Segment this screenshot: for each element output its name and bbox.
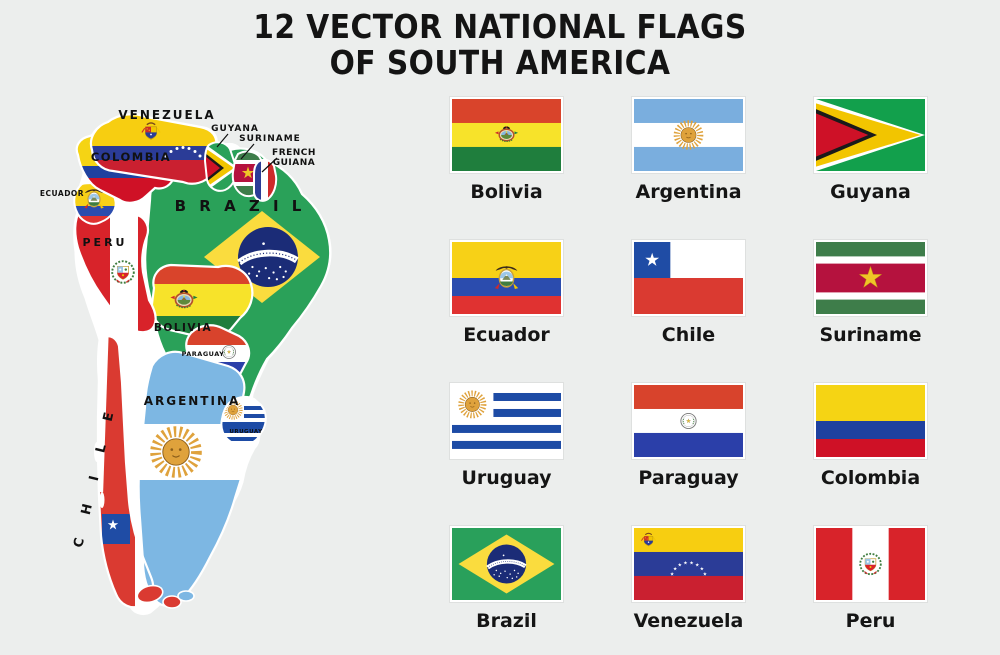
map-label-paraguay: PARAGUAY (182, 350, 225, 358)
flag-bolivia (450, 97, 563, 173)
flag-peru (814, 526, 927, 602)
flag-label: Colombia (820, 467, 921, 489)
poster-title: 12 VECTOR NATIONAL FLAGS OF SOUTH AMERIC… (50, 9, 950, 80)
map-label-bolivia: BOLIVIA (154, 322, 212, 334)
flag-label: Suriname (819, 324, 922, 346)
map-label-french-guiana-2: GUIANA (273, 158, 316, 168)
map-country-argentina (137, 350, 255, 607)
map-label-argentina: ARGENTINA (144, 394, 241, 408)
map-label-venezuela: VENEZUELA (118, 108, 215, 122)
flag-label: Ecuador (463, 324, 550, 346)
map-leader-lines (216, 133, 278, 173)
flag-cell-guyana: Guyana (814, 97, 927, 203)
flag-guyana (814, 97, 927, 173)
title-line-1: 12 VECTOR NATIONAL FLAGS (253, 7, 747, 46)
map-region-french-guiana (253, 158, 278, 202)
flag-venezuela-art (634, 528, 743, 600)
flag-venezuela (632, 526, 745, 602)
flag-cell-suriname: Suriname (814, 240, 927, 346)
flag-cell-paraguay: Paraguay (632, 383, 745, 489)
flag-cell-colombia: Colombia (814, 383, 927, 489)
map-label-guyana: GUYANA (211, 124, 259, 134)
flag-cell-peru: Peru (814, 526, 927, 632)
flag-cell-brazil: Brazil (450, 526, 563, 632)
flag-argentina (632, 97, 745, 173)
flag-label: Argentina (635, 181, 742, 203)
flag-label: Uruguay (461, 467, 552, 489)
flag-ecuador-art (452, 242, 561, 314)
flag-cell-ecuador: Ecuador (450, 240, 563, 346)
map-label-suriname: SURINAME (239, 134, 301, 144)
flag-label: Guyana (830, 181, 911, 203)
flag-cell-argentina: Argentina (632, 97, 745, 203)
map-label-uruguay: URUGUAY (229, 429, 263, 435)
title-line-2: OF SOUTH AMERICA (329, 42, 671, 82)
flag-cell-uruguay: Uruguay (450, 383, 563, 489)
map-label-french-guiana-1: FRENCH (272, 148, 316, 158)
flags-grid: Bolivia Argentina (450, 97, 927, 632)
map-label-colombia: COLOMBIA (91, 150, 171, 164)
flag-label: Paraguay (638, 467, 739, 489)
flag-label: Chile (661, 324, 716, 346)
flag-suriname (814, 240, 927, 316)
flag-cell-venezuela: Venezuela (632, 526, 745, 632)
flag-paraguay (632, 383, 745, 459)
flag-colombia-art (816, 385, 925, 457)
flag-brazil-art (452, 528, 561, 600)
flag-bolivia-art (452, 99, 561, 171)
flag-label: Venezuela (633, 610, 744, 632)
flag-label: Peru (845, 610, 896, 632)
flag-brazil (450, 526, 563, 602)
flag-colombia (814, 383, 927, 459)
flag-guyana-art (816, 99, 925, 171)
flag-suriname-art (816, 242, 925, 314)
flag-cell-chile: Chile (632, 240, 745, 346)
map-tierra-del-fuego (136, 584, 195, 609)
flag-peru-art (816, 528, 925, 600)
map-country-guyana (203, 141, 237, 192)
flag-paraguay-art (634, 385, 743, 457)
map-label-ecuador: ECUADOR (40, 189, 84, 198)
map-country-uruguay (220, 395, 267, 447)
flag-uruguay-art (452, 385, 561, 457)
south-america-map: VENEZUELA GUYANA SURINAME FRENCH GUIANA … (40, 108, 332, 616)
flag-chile (632, 240, 745, 316)
map-label-brazil: B R A Z I L (175, 197, 306, 215)
flag-cell-bolivia: Bolivia (450, 97, 563, 203)
flag-argentina-art (634, 99, 743, 171)
flag-label: Bolivia (470, 181, 543, 203)
flag-label: Brazil (476, 610, 537, 632)
flag-ecuador (450, 240, 563, 316)
flag-chile-art (634, 242, 743, 314)
map-label-peru: PERU (83, 236, 128, 249)
flag-uruguay (450, 383, 563, 459)
